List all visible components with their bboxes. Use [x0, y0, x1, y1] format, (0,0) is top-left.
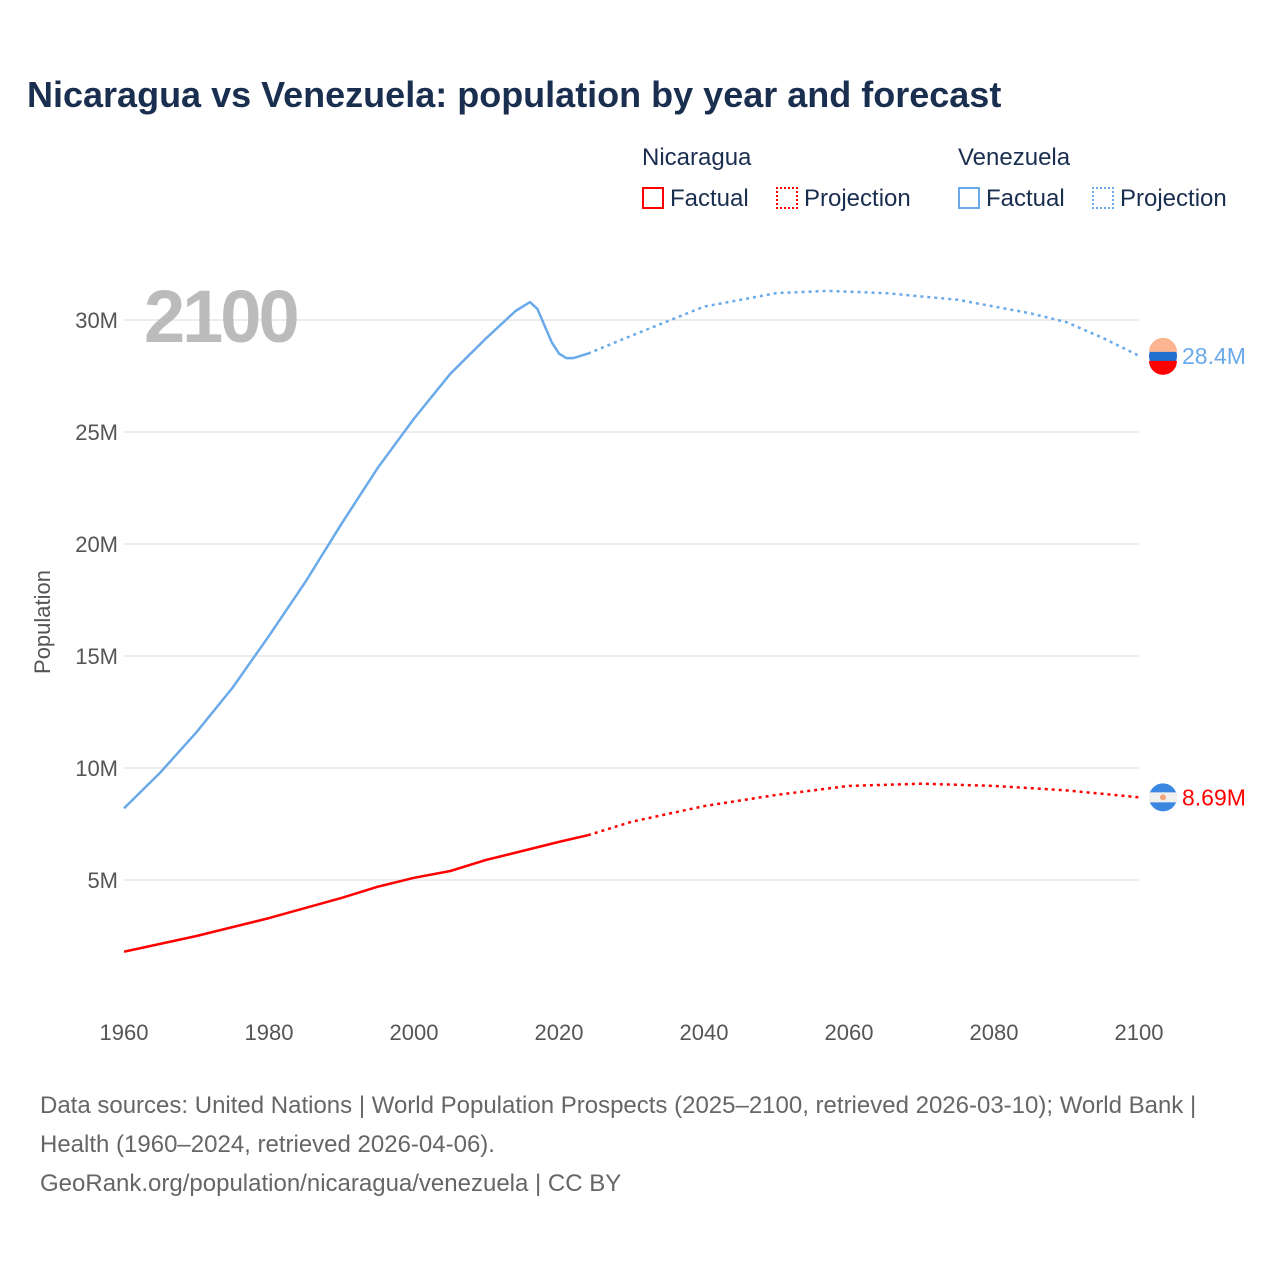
x-tick-label: 2080: [970, 1020, 1019, 1045]
venezuela-projection-line: [587, 289, 1140, 357]
nicaragua-factual-line: [123, 833, 589, 953]
legend-nicaragua-projection[interactable]: Projection: [776, 185, 911, 213]
chart-area: 5M 10M 15M 20M 25M 30M 1960 1980 2000 2020 2040 206…: [30, 275, 1246, 1045]
y-tick-label: 20M: [75, 532, 118, 557]
x-tick-label: 1960: [100, 1020, 149, 1045]
legend-group-nicaragua-title: Nicaragua: [642, 144, 752, 171]
nicaragua-projection-line: [587, 782, 1140, 837]
y-tick-label: 15M: [75, 644, 118, 669]
footer: Data sources: United Nations | World Pop…: [40, 1086, 1240, 1203]
x-tick-label: 2020: [535, 1020, 584, 1045]
legend-swatch: [642, 187, 664, 209]
y-axis-label: Population: [30, 570, 55, 674]
venezuela-flag-icon: [1149, 337, 1178, 375]
footer-sources: Data sources: United Nations | World Pop…: [40, 1092, 1197, 1158]
legend-swatch: [776, 187, 798, 209]
y-tick-label: 10M: [75, 756, 118, 781]
legend-label: Projection: [804, 185, 911, 212]
legend-swatch: [1092, 187, 1114, 209]
venezuela-factual-line: [123, 300, 589, 810]
nicaragua-end-value-label: 8.69M: [1182, 784, 1246, 810]
legend-venezuela-factual[interactable]: Factual: [958, 185, 1065, 213]
legend-group-venezuela-title: Venezuela: [958, 144, 1071, 171]
legend-label: Factual: [670, 185, 749, 212]
y-tick-label: 5M: [87, 868, 118, 893]
legend-venezuela-projection[interactable]: Projection: [1092, 185, 1227, 213]
chart-title: Nicaragua vs Venezuela: population by ye…: [27, 74, 1002, 115]
x-tick-label: 2100: [1115, 1020, 1164, 1045]
footer-link[interactable]: GeoRank.org/population/nicaragua/venezue…: [40, 1170, 622, 1197]
venezuela-end-value-label: 28.4M: [1182, 343, 1246, 369]
x-tick-label: 2040: [680, 1020, 729, 1045]
legend-label: Projection: [1120, 185, 1227, 212]
legend-swatch: [958, 187, 980, 209]
x-tick-label: 2000: [390, 1020, 439, 1045]
year-watermark: 2100: [144, 275, 297, 358]
y-tick-label: 25M: [75, 420, 118, 445]
legend-nicaragua-factual[interactable]: Factual: [642, 185, 749, 213]
x-tick-label: 1980: [245, 1020, 294, 1045]
nicaragua-flag-icon: [1149, 783, 1177, 812]
legend-label: Factual: [986, 185, 1065, 212]
y-tick-label: 30M: [75, 308, 118, 333]
x-tick-label: 2060: [825, 1020, 874, 1045]
